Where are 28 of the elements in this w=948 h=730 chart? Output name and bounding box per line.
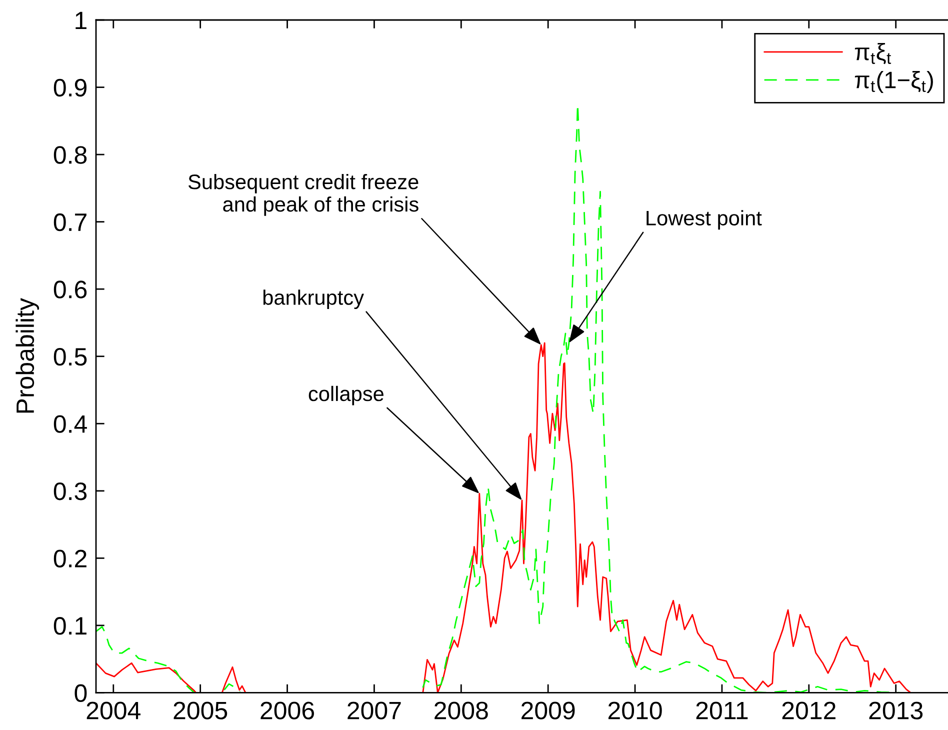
x-tick-label: 2006 [260, 702, 314, 720]
x-tick-label: 2009 [522, 702, 575, 720]
x-tick-label: 2007 [348, 702, 401, 720]
annotation: bankruptcy [263, 290, 364, 310]
y-tick-label: 0.2 [54, 550, 86, 568]
annotation: Lowest point [646, 210, 762, 230]
y-axis-title: Probability [16, 298, 40, 413]
y-tick-label: 0.9 [54, 78, 86, 97]
y-tick-label: 0 [74, 684, 87, 702]
y-tick-label: 0.6 [54, 280, 87, 298]
y-tick-label: 0.4 [54, 415, 87, 433]
y-tick-label: 0.8 [54, 146, 87, 164]
annotation: collapse [308, 386, 384, 406]
y-tick-label: 0.5 [54, 348, 87, 366]
x-tick-label: 2005 [174, 702, 228, 720]
x-tick-label: 2010 [608, 702, 662, 720]
x-tick-label: 2008 [434, 702, 488, 720]
x-tick-label: 2012 [782, 702, 836, 720]
annotation: Subsequent credit freeze and peak of the crisis [188, 174, 418, 216]
y-tick-label: 0.1 [54, 617, 86, 635]
legend-label: π$_{t}$(1−ξ$_{t}$) [854, 71, 933, 94]
x-tick-label: 2011 [696, 702, 748, 720]
x-tick-label: 2004 [86, 702, 140, 720]
y-tick-label: 1 [76, 12, 86, 30]
legend-label: π$_{t}$ξ$_{t}$ [854, 42, 892, 64]
y-tick-label: 0.7 [54, 213, 86, 232]
x-tick-label: 2013 [869, 702, 923, 720]
y-tick-label: 0.3 [54, 482, 87, 500]
